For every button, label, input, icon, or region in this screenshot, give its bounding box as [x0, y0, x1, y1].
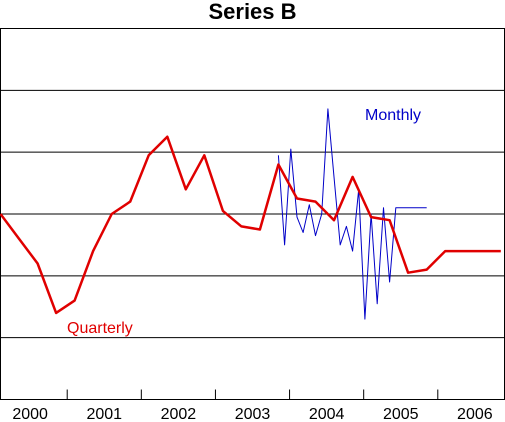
- series-label-monthly: Monthly: [365, 107, 421, 124]
- series-line-monthly: [277, 108, 427, 320]
- x-tick-label: 2000: [12, 406, 48, 422]
- x-tick-label: 2005: [383, 406, 419, 422]
- x-tick-label: 2004: [309, 406, 345, 422]
- x-tick-label: 2006: [457, 406, 493, 422]
- chart-title: Series B: [208, 0, 297, 24]
- series-line-quarterly: [0, 135, 501, 315]
- x-tick-label: 2002: [161, 406, 197, 422]
- x-tick-label: 2001: [86, 406, 122, 422]
- series-label-quarterly: Quarterly: [67, 320, 133, 337]
- x-tick-label: 2003: [235, 406, 271, 422]
